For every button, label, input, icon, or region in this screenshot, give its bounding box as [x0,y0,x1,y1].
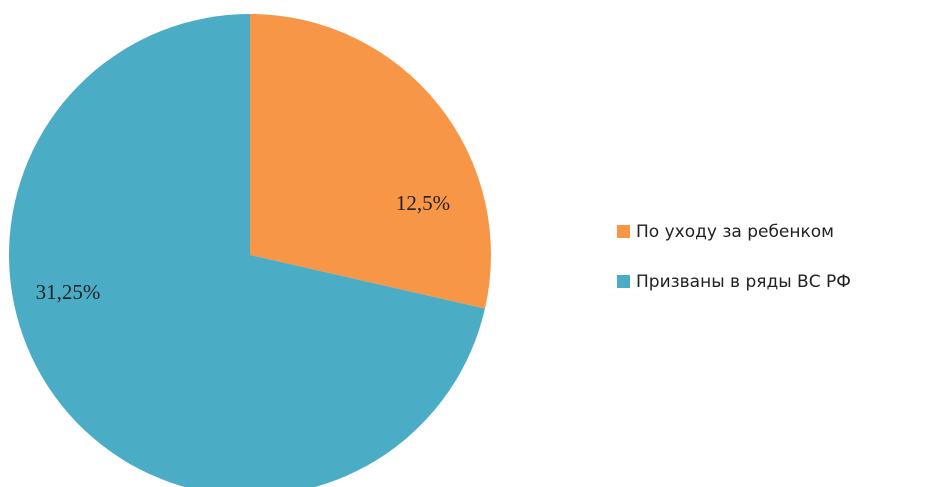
data-label-1: 12,5% [396,191,450,215]
legend-swatch-2 [617,275,630,288]
legend-label-1: По уходу за ребенком [636,222,834,242]
legend-swatch-1 [617,225,630,238]
data-label-2: 31,25% [36,280,101,304]
legend-label-2: Призваны в ряды ВС РФ [636,272,851,292]
legend: По уходу за ребенком Призваны в ряды ВС Р… [617,222,851,292]
pie-slices [9,14,491,487]
